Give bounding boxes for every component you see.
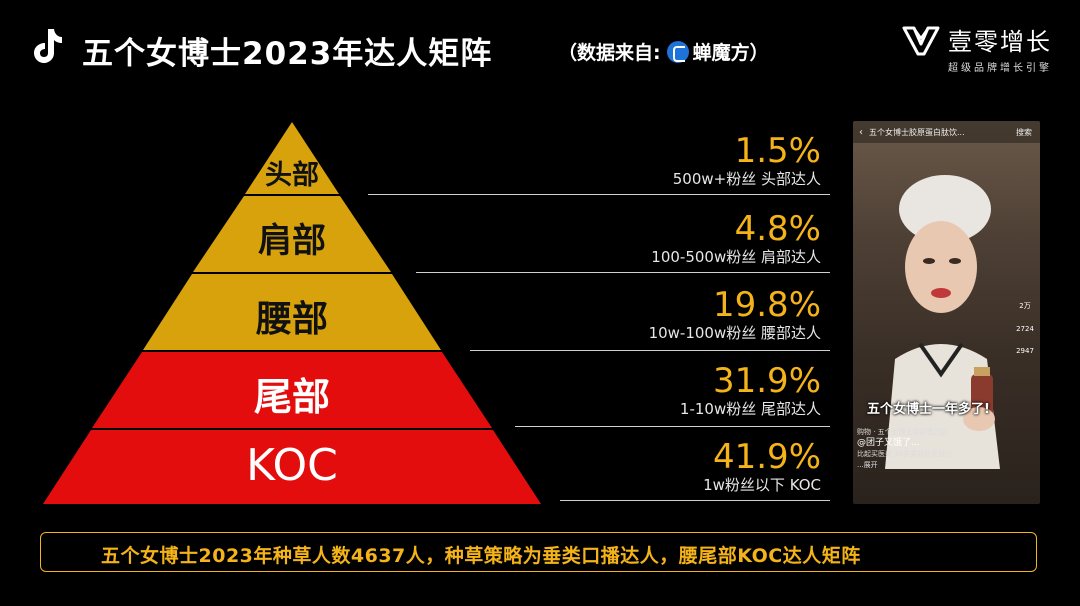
brand-name: 壹零增长 [948, 28, 1052, 56]
video-search-button: 搜索 [1016, 127, 1032, 137]
douyin-video-screenshot: ‹ 五个女博士胶原蛋白肽饮... 搜索 五个女博士一年多了! 2万 2724 2… [853, 121, 1040, 504]
tier-shape-2 [193, 196, 391, 272]
brand: 壹零增长 超级品牌增长引擎 [902, 22, 1052, 74]
divider [515, 426, 830, 427]
tier-shape-1 [245, 122, 339, 194]
divider [470, 350, 830, 351]
brand-logo-icon [902, 26, 940, 55]
shop-line: 购物 · 五个女博士胶原蛋白肽 [857, 428, 948, 436]
summary-text: 五个女博士2023年种草人数4637人，种草策略为垂类口播达人，腰尾部KOC达人… [101, 545, 861, 567]
source-name: 蝉魔方 [692, 42, 750, 64]
video-action-bar: 2万 2724 2947 [1014, 301, 1036, 369]
tier-stat-3: 19.8% 10w-100w粉丝 腰部达人 [649, 286, 821, 342]
brand-tagline: 超级品牌增长引擎 [948, 63, 1052, 74]
tier-label-1: 头部 [265, 160, 319, 191]
page-title: 五个女博士2023年达人矩阵 [82, 36, 493, 72]
back-icon: ‹ [859, 126, 863, 138]
tier-desc: 100-500w粉丝 肩部达人 [651, 248, 821, 266]
video-author: @团子又饿了... [857, 438, 920, 448]
tier-shape-5 [43, 430, 541, 504]
divider [368, 194, 830, 195]
divider [416, 272, 830, 273]
data-source: （数据来自: 蝉魔方 ） [558, 38, 769, 65]
tier-stat-5: 41.9% 1w粉丝以下 KOC [703, 438, 821, 494]
video-search-title: 五个女博士胶原蛋白肽饮... [869, 127, 965, 137]
video-meta: 购物 · 五个女博士胶原蛋白肽 @团子又饿了... 比起买医美,30岁要好好爱自… [857, 427, 952, 471]
tier-stat-1: 1.5% 500w+粉丝 头部达人 [673, 132, 821, 188]
chanmofang-icon [666, 40, 689, 63]
creator-photo [885, 175, 1000, 469]
likes-count: 2万 [1019, 302, 1031, 310]
video-top-bar: ‹ 五个女博士胶原蛋白肽饮... 搜索 [853, 121, 1040, 143]
tier-desc: 1w粉丝以下 KOC [703, 476, 821, 494]
tier-percent: 19.8% [712, 285, 821, 325]
summary-box: 五个女博士2023年种草人数4637人，种草策略为垂类口播达人，腰尾部KOC达人… [40, 532, 1037, 572]
tier-desc: 1-10w粉丝 尾部达人 [679, 400, 821, 418]
tier-label-2: 肩部 [258, 221, 326, 261]
shares-count: 2947 [1016, 347, 1034, 355]
source-prefix: （数据来自: [558, 42, 661, 64]
tier-shape-4 [92, 352, 492, 428]
tier-desc: 10w-100w粉丝 腰部达人 [648, 324, 821, 342]
tier-stat-4: 31.9% 1-10w粉丝 尾部达人 [680, 362, 821, 418]
tier-percent: 1.5% [734, 131, 821, 171]
tier-label-5: KOC [246, 440, 338, 491]
tier-percent: 41.9% [712, 437, 821, 477]
video-text-1: 比起买医美,30岁要好好爱自己 [857, 450, 953, 458]
tier-label-4: 尾部 [253, 375, 331, 419]
video-caption: 五个女博士一年多了! [867, 402, 990, 417]
video-text-2: ...展开 [857, 461, 878, 469]
comments-count: 2724 [1016, 325, 1034, 333]
tier-percent: 31.9% [712, 361, 821, 401]
tier-shape-3 [143, 274, 441, 350]
tier-stat-2: 4.8% 100-500w粉丝 肩部达人 [651, 210, 821, 266]
tier-label-3: 腰部 [255, 299, 329, 340]
tier-desc: 500w+粉丝 头部达人 [672, 170, 821, 188]
tiktok-icon [34, 29, 62, 63]
source-suffix: ） [749, 42, 769, 64]
tier-percent: 4.8% [734, 209, 821, 249]
divider [560, 500, 830, 501]
